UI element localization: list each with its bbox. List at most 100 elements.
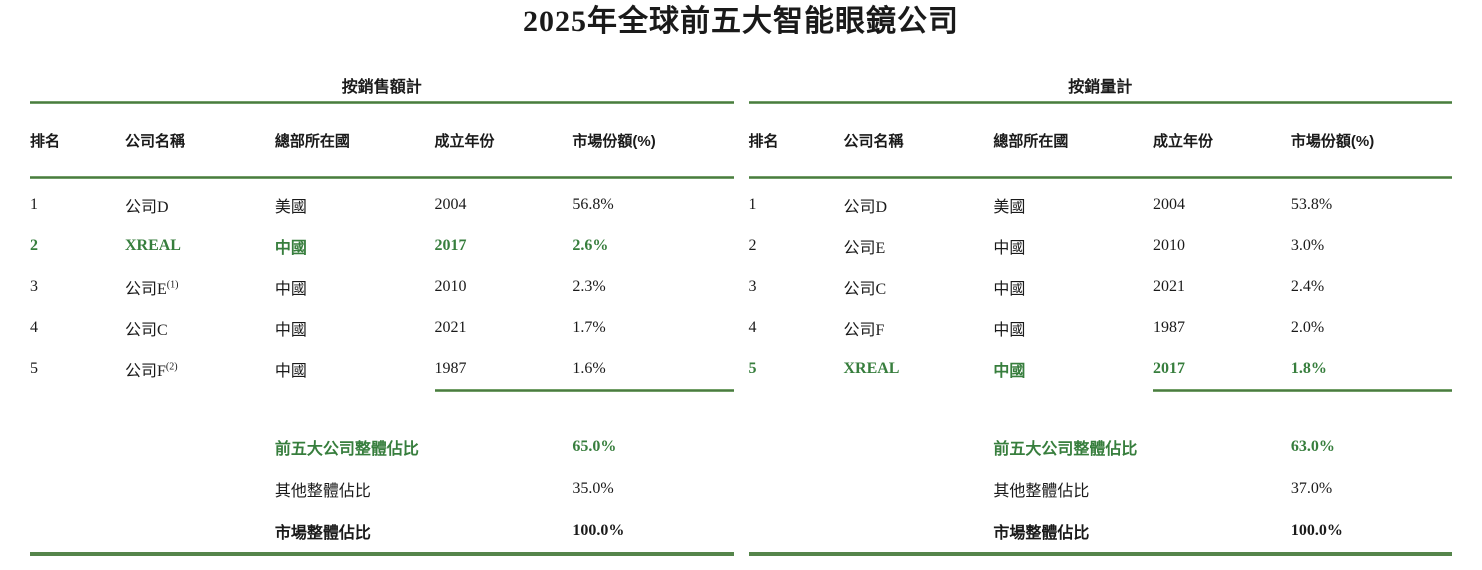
table-row-highlighted: 5 XREAL 中國 2017 1.8% [749, 348, 1453, 389]
company-cell: 公司C [124, 321, 168, 339]
country-cell: 美國 [274, 198, 307, 216]
top-rule [748, 101, 1452, 104]
header-rank: 排名 [748, 132, 779, 150]
summary-row-total: 市場整體佔比 100.0% [749, 510, 1453, 552]
summary-value: 63.0% [1290, 438, 1335, 455]
country-cell: 中國 [993, 280, 1026, 298]
rank-cell: 1 [30, 195, 38, 213]
page-title: 2025年全球前五大智能眼鏡公司 [523, 5, 959, 38]
country-cell: 中國 [993, 362, 1026, 380]
year-cell: 2021 [1153, 277, 1185, 295]
summary-value: 37.0% [1290, 480, 1333, 497]
summary-row-total: 市場整體佔比 100.0% [30, 510, 734, 552]
header-share: 市場份額(%) [572, 132, 656, 150]
table-summary: 前五大公司整體佔比 63.0% 其他整體佔比 37.0% 市場整體佔比 100.… [749, 392, 1453, 552]
country-cell: 中國 [274, 362, 307, 380]
table-caption: 按銷量計 [1068, 79, 1133, 96]
summary-row-others: 其他整體佔比 35.0% [30, 468, 734, 510]
company-cell: 公司C [843, 280, 887, 298]
company-cell: 公司F [843, 321, 885, 339]
table-by-sales-volume: 按銷量計 排名 公司名稱 總部所在國 成立年份 市場份額(%) 1 公司D 美國… [748, 78, 1453, 556]
subtotal-rule-wrap [749, 389, 1452, 392]
summary-row-others: 其他整體佔比 37.0% [749, 468, 1453, 510]
footnote-superscript: (2) [165, 361, 178, 373]
header-rule [30, 176, 734, 179]
summary-label: 市場整體佔比 [274, 525, 371, 542]
table-body: 1 公司D 美國 2004 53.8% 2 公司E 中國 2010 3.0% 3… [749, 179, 1453, 389]
share-cell: 2.6% [572, 236, 609, 254]
summary-value: 65.0% [572, 438, 617, 455]
summary-label: 市場整體佔比 [993, 525, 1090, 542]
subtotal-rule-wrap [30, 389, 734, 392]
share-cell: 53.8% [1290, 195, 1333, 213]
header-company: 公司名稱 [124, 132, 185, 150]
share-cell: 2.4% [1290, 277, 1325, 295]
table-row: 3 公司C 中國 2021 2.4% [749, 266, 1453, 307]
country-cell: 中國 [993, 239, 1026, 257]
share-cell: 3.0% [1290, 236, 1325, 254]
year-cell: 2017 [434, 236, 467, 254]
share-cell: 2.0% [1290, 318, 1325, 336]
year-cell: 1987 [434, 359, 467, 377]
tables-container: 按銷售額計 排名 公司名稱 總部所在國 成立年份 市場份額(%) 1 公司D 美… [0, 78, 1482, 556]
summary-value: 35.0% [572, 480, 614, 497]
rank-cell: 2 [748, 236, 757, 254]
year-cell: 1987 [1153, 318, 1185, 336]
rank-cell: 4 [30, 318, 38, 336]
table-summary: 前五大公司整體佔比 65.0% 其他整體佔比 35.0% 市場整體佔比 100.… [30, 392, 734, 552]
year-cell: 2017 [1153, 359, 1185, 377]
country-cell: 中國 [274, 239, 307, 257]
table-body: 1 公司D 美國 2004 56.8% 2 XREAL 中國 2017 2.6%… [30, 179, 734, 389]
company-cell: 公司E [843, 239, 886, 257]
table-row: 5 公司F(2) 中國 1987 1.6% [30, 348, 734, 389]
rank-cell: 3 [748, 277, 757, 295]
year-cell: 2010 [1153, 236, 1185, 254]
summary-row-top5: 前五大公司整體佔比 65.0% [30, 426, 734, 468]
header-year: 成立年份 [1153, 132, 1214, 150]
header-company: 公司名稱 [843, 132, 904, 150]
header-rule [748, 176, 1452, 179]
summary-label: 前五大公司整體佔比 [993, 441, 1138, 458]
company-cell: XREAL [843, 359, 900, 377]
header-rank: 排名 [30, 132, 61, 150]
footnote-superscript: (1) [166, 279, 179, 291]
share-cell: 2.3% [572, 277, 606, 295]
country-cell: 中國 [993, 321, 1026, 339]
table-row: 4 公司F 中國 1987 2.0% [749, 307, 1453, 348]
rank-cell: 4 [748, 318, 757, 336]
summary-label: 前五大公司整體佔比 [274, 441, 419, 458]
subtotal-rule [434, 389, 734, 392]
table-header-row: 排名 公司名稱 總部所在國 成立年份 市場份額(%) [30, 104, 734, 176]
bottom-rule [30, 552, 734, 556]
share-cell: 1.8% [1290, 359, 1327, 377]
company-cell: 公司F(2) [124, 361, 178, 380]
share-cell: 1.7% [572, 318, 606, 336]
company-cell: 公司D [124, 198, 169, 216]
rank-cell: 2 [30, 236, 38, 254]
share-cell: 56.8% [572, 195, 614, 213]
country-cell: 中國 [274, 321, 307, 339]
company-cell: XREAL [124, 236, 181, 254]
table-caption: 按銷售額計 [341, 79, 422, 96]
summary-value: 100.0% [572, 522, 625, 539]
table-row: 4 公司C 中國 2021 1.7% [30, 307, 734, 348]
table-by-sales-value: 按銷售額計 排名 公司名稱 總部所在國 成立年份 市場份額(%) 1 公司D 美… [30, 78, 734, 556]
year-cell: 2004 [434, 195, 467, 213]
table-row: 1 公司D 美國 2004 53.8% [749, 184, 1453, 225]
year-cell: 2021 [434, 318, 467, 336]
share-cell: 1.6% [572, 359, 606, 377]
rank-cell: 3 [30, 277, 38, 295]
summary-row-top5: 前五大公司整體佔比 63.0% [749, 426, 1453, 468]
summary-label: 其他整體佔比 [274, 483, 371, 500]
company-cell: 公司D [843, 198, 888, 216]
header-year: 成立年份 [434, 132, 495, 150]
year-cell: 2010 [434, 277, 467, 295]
header-country: 總部所在國 [993, 132, 1069, 150]
country-cell: 美國 [993, 198, 1026, 216]
table-header-row: 排名 公司名稱 總部所在國 成立年份 市場份額(%) [749, 104, 1453, 176]
year-cell: 2004 [1153, 195, 1185, 213]
summary-value: 100.0% [1290, 522, 1343, 539]
table-row: 1 公司D 美國 2004 56.8% [30, 184, 734, 225]
top-rule [30, 101, 734, 104]
table-row: 3 公司E(1) 中國 2010 2.3% [30, 266, 734, 307]
